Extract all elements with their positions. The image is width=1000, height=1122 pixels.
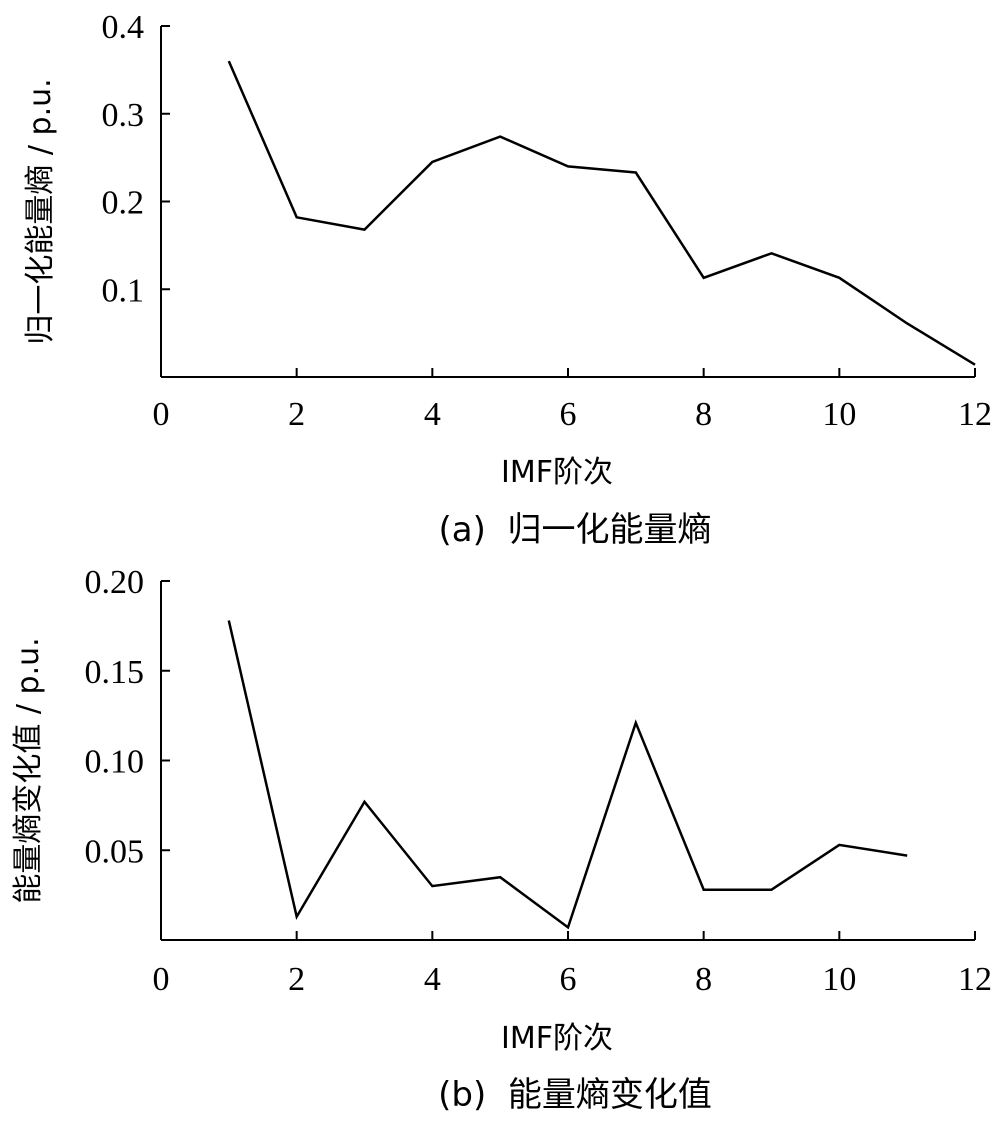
x-tick-label: 12 <box>958 961 992 998</box>
x-tick-label: 0 <box>153 961 170 998</box>
y-tick-label: 0.4 <box>102 9 145 46</box>
x-tick-label: 6 <box>560 961 577 998</box>
x-axis-title: IMF阶次 <box>501 1021 613 1056</box>
chart-panel-a: 0 2 4 6 8 10 12 0.1 0.2 0.3 0.4 IMF阶次 归一化能量熵 / p.u. (… <box>23 9 992 550</box>
x-tick-label: 4 <box>424 961 441 998</box>
x-axis-title: IMF阶次 <box>501 455 613 490</box>
y-tick-label: 0.05 <box>85 833 145 870</box>
y-tick-label: 0.2 <box>102 185 145 222</box>
y-tick-label: 0.15 <box>85 654 145 691</box>
x-tick-label: 10 <box>822 961 856 998</box>
series-line <box>227 620 908 930</box>
x-tick-label: 8 <box>695 961 712 998</box>
x-tick-label: 12 <box>958 396 992 433</box>
x-tick-label: 10 <box>822 396 856 433</box>
y-axis-title: 归一化能量熵 / p.u. <box>23 78 58 344</box>
y-tick-label: 0.10 <box>85 744 145 781</box>
x-tick-label: 0 <box>153 396 170 433</box>
x-tick-label: 2 <box>288 961 305 998</box>
y-tick-label: 0.20 <box>85 564 145 601</box>
y-tick-label: 0.3 <box>102 97 145 134</box>
series-line <box>227 60 976 366</box>
x-tick-label: 2 <box>288 396 305 433</box>
x-tick-label: 6 <box>560 396 577 433</box>
chart-panel-b: 0 2 4 6 8 10 12 0.05 0.10 0.15 0.20 IMF阶次 能量熵变化值 / p… <box>11 564 992 1115</box>
x-tick-label: 4 <box>424 396 441 433</box>
y-tick-label: 0.1 <box>102 272 145 309</box>
y-axis-title: 能量熵变化值 / p.u. <box>11 637 46 903</box>
chart-caption: (a) 归一化能量熵 <box>439 510 712 550</box>
x-tick-label: 8 <box>695 396 712 433</box>
chart-caption: (b) 能量熵变化值 <box>438 1075 712 1115</box>
